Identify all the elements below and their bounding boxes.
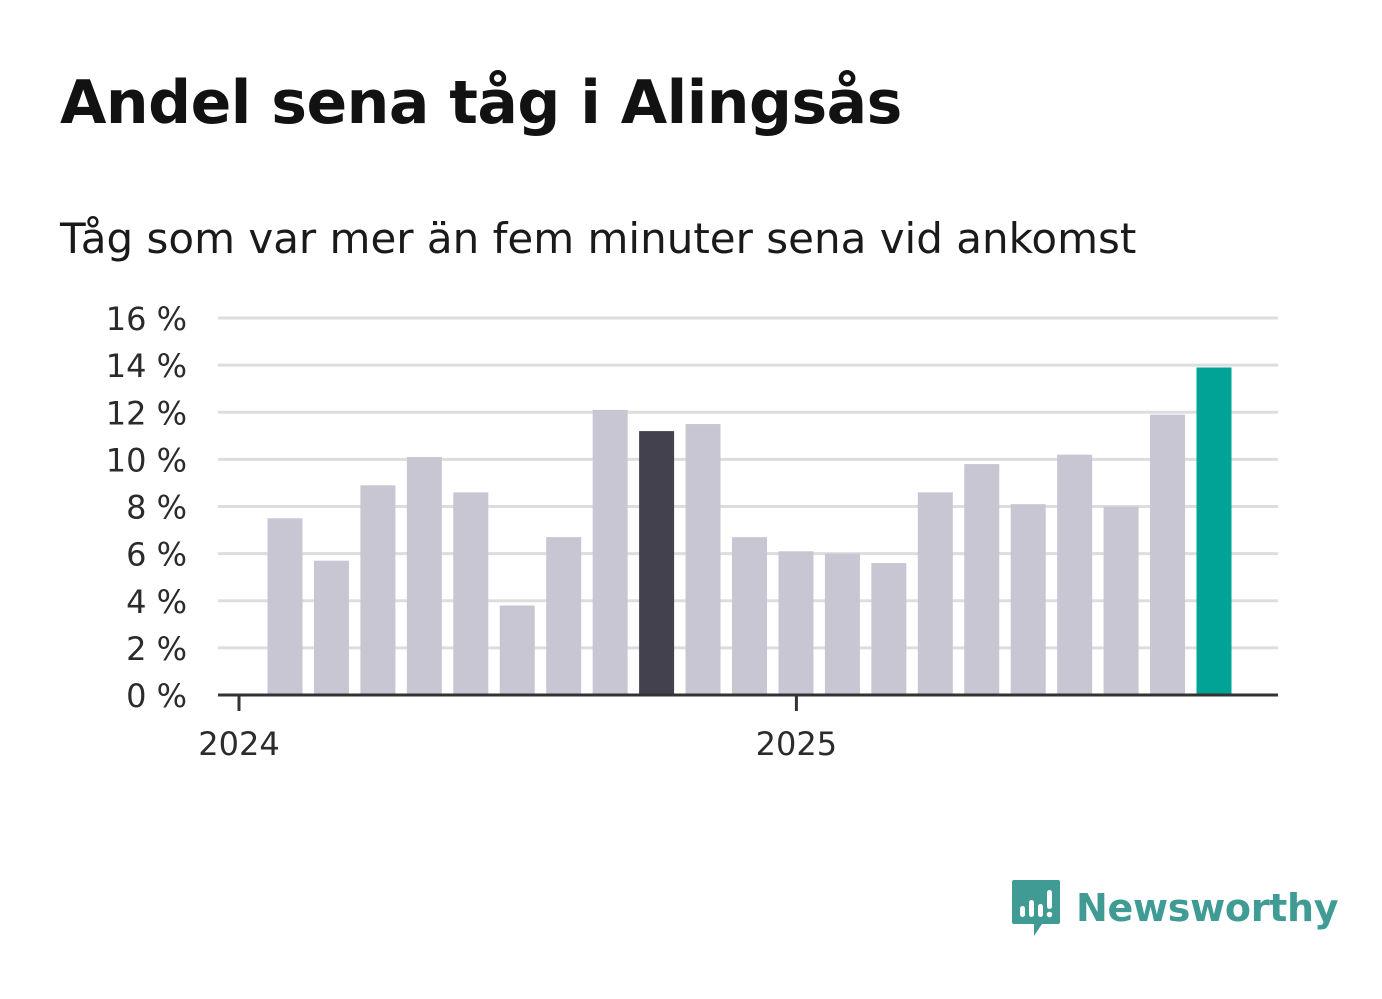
bar-2025-02: [824, 553, 860, 695]
bar-2024-02: [267, 518, 303, 695]
chart-title: Andel sena tåg i Alingsås: [60, 68, 902, 138]
bar-2024-08: [546, 537, 582, 695]
x-tick-label: 2025: [756, 725, 837, 763]
bar-2024-12: [732, 537, 767, 695]
y-tick-label: 12 %: [106, 394, 187, 432]
newsworthy-logo-text: Newsworthy: [1076, 886, 1339, 930]
y-tick-label: 4 %: [126, 583, 187, 621]
y-tick-label: 2 %: [126, 630, 187, 668]
y-tick-label: 14 %: [106, 347, 187, 385]
chart-subtitle: Tåg som var mer än fem minuter sena vid …: [60, 214, 1137, 263]
y-tick-label: 6 %: [126, 536, 187, 574]
bar-chart: 0 % 2 % 4 % 6 % 8 % 10 % 12 % 14 % 16 % 2024 2025: [106, 300, 1278, 763]
newsworthy-logo: Newsworthy: [1010, 878, 1339, 938]
y-tick-label: 16 %: [106, 300, 187, 338]
y-axis-ticks: 0 % 2 % 4 % 6 % 8 % 10 % 12 % 14 % 16 %: [106, 300, 187, 715]
bar-2025-07: [1057, 454, 1093, 695]
bar-2024-03: [313, 560, 349, 695]
bars: [267, 367, 1232, 695]
bar-2024-04: [360, 485, 396, 695]
bar-2025-05: [964, 464, 1000, 695]
bar-2024-10: [639, 431, 675, 695]
bar-2025-06: [1010, 504, 1046, 695]
bar-2025-03: [871, 563, 907, 695]
bar-2024-07: [499, 605, 535, 695]
bar-2024-09: [592, 409, 628, 695]
x-axis-ticks: 2024 2025: [198, 695, 837, 763]
bar-2024-06: [453, 492, 489, 695]
bar-2024-11: [685, 424, 721, 695]
newsworthy-logo-icon: [1012, 880, 1060, 936]
bar-2025-01: [778, 551, 814, 695]
bar-2025-09: [1150, 414, 1186, 695]
x-tick-label: 2024: [198, 725, 279, 763]
y-tick-label: 8 %: [126, 489, 187, 527]
bar-2025-04: [917, 492, 953, 695]
y-tick-label: 10 %: [106, 441, 187, 479]
bar-2025-08: [1103, 506, 1139, 695]
bar-2025-10: [1196, 367, 1232, 695]
bar-2024-05: [406, 457, 442, 695]
y-tick-label: 0 %: [126, 677, 187, 715]
